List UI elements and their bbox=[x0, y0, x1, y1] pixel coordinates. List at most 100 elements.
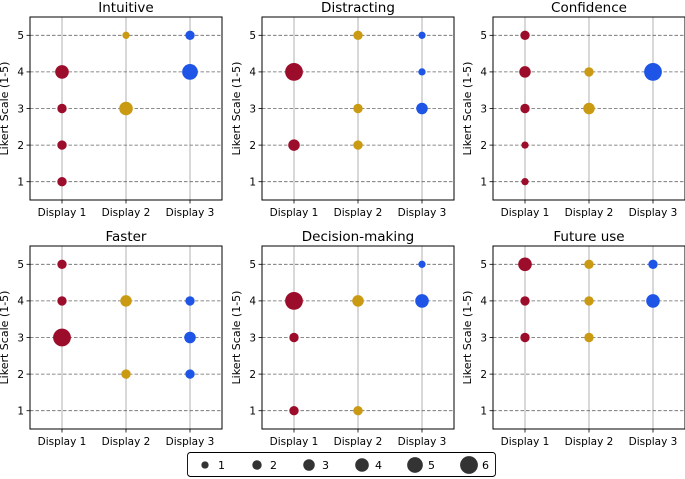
panel-future-use: Display 1 Display 2 Display 3 1 2 3 4 5 Likert S… bbox=[461, 229, 685, 448]
y-axis-label: Likert Scale (1-5) bbox=[461, 62, 474, 156]
x-tick-label: Display 2 bbox=[565, 207, 614, 219]
y-axis-label: Likert Scale (1-5) bbox=[230, 291, 243, 385]
x-tick-label: Display 2 bbox=[565, 436, 614, 448]
y-tick-label: 3 bbox=[249, 103, 256, 115]
y-tick-label: 4 bbox=[480, 67, 487, 79]
data-point bbox=[415, 294, 429, 308]
y-tick-label: 3 bbox=[17, 103, 24, 115]
legend-label: 6 bbox=[482, 459, 489, 472]
x-tick-label: Display 3 bbox=[629, 207, 678, 219]
data-point bbox=[353, 140, 363, 150]
data-point bbox=[353, 30, 363, 40]
y-tick-label: 5 bbox=[480, 30, 487, 42]
y-tick-label: 3 bbox=[17, 332, 24, 344]
x-tick-label: Display 3 bbox=[166, 207, 215, 219]
x-tick-label: Display 1 bbox=[38, 207, 87, 219]
panel-title: Future use bbox=[553, 229, 624, 245]
data-point bbox=[520, 103, 530, 114]
size-legend: 1 2 3 4 5 6 bbox=[187, 452, 496, 477]
x-tick-label: Display 3 bbox=[398, 207, 447, 219]
panel-intuitive: Display 1 Display 2 Display 3 1 2 3 4 5 Likert S… bbox=[0, 0, 223, 219]
y-tick-label: 5 bbox=[249, 30, 256, 42]
y-tick-label: 1 bbox=[480, 406, 487, 418]
data-point bbox=[289, 406, 299, 416]
data-point bbox=[583, 102, 595, 115]
y-tick-label: 4 bbox=[480, 296, 487, 308]
y-tick-label: 1 bbox=[17, 177, 24, 189]
data-point bbox=[418, 31, 426, 39]
y-tick-label: 2 bbox=[17, 140, 24, 152]
x-tick-label: Display 1 bbox=[270, 207, 319, 219]
data-point bbox=[644, 63, 662, 81]
y-tick-label: 2 bbox=[249, 140, 256, 152]
x-tick-label: Display 2 bbox=[334, 436, 383, 448]
x-tick-label: Display 1 bbox=[501, 436, 550, 448]
data-point bbox=[418, 260, 426, 268]
data-point bbox=[185, 30, 195, 40]
y-tick-label: 3 bbox=[480, 103, 487, 115]
y-tick-label: 1 bbox=[17, 406, 24, 418]
y-tick-label: 5 bbox=[249, 259, 256, 271]
legend-label: 5 bbox=[428, 459, 435, 472]
y-axis-label: Likert Scale (1-5) bbox=[0, 291, 11, 385]
y-tick-label: 5 bbox=[17, 259, 24, 271]
data-point bbox=[520, 296, 530, 306]
legend-marker bbox=[303, 459, 315, 471]
y-axis-label: Likert Scale (1-5) bbox=[0, 62, 11, 156]
legend-label: 2 bbox=[270, 459, 277, 472]
legend-marker bbox=[407, 457, 423, 473]
data-point bbox=[121, 369, 131, 379]
y-tick-label: 5 bbox=[480, 259, 487, 271]
legend-marker bbox=[355, 458, 369, 472]
x-tick-label: Display 1 bbox=[38, 436, 87, 448]
y-tick-label: 2 bbox=[480, 140, 487, 152]
x-tick-label: Display 3 bbox=[629, 436, 678, 448]
y-tick-label: 4 bbox=[17, 296, 24, 308]
y-tick-label: 1 bbox=[249, 406, 256, 418]
legend-marker bbox=[252, 460, 262, 470]
legend-marker bbox=[460, 456, 478, 474]
y-axis-label: Likert Scale (1-5) bbox=[461, 291, 474, 385]
panel-title: Confidence bbox=[551, 0, 627, 16]
x-tick-label: Display 2 bbox=[334, 207, 383, 219]
data-point bbox=[646, 294, 660, 308]
data-point bbox=[185, 296, 195, 306]
data-point bbox=[584, 332, 594, 343]
y-tick-label: 2 bbox=[249, 369, 256, 381]
x-tick-label: Display 2 bbox=[102, 207, 151, 219]
data-point bbox=[416, 102, 428, 115]
y-tick-label: 4 bbox=[249, 67, 256, 79]
data-point bbox=[521, 178, 529, 186]
panel-title: Distracting bbox=[321, 0, 395, 16]
data-point bbox=[182, 64, 198, 80]
data-point bbox=[648, 259, 658, 269]
y-tick-label: 3 bbox=[480, 332, 487, 344]
data-point bbox=[285, 292, 303, 310]
x-tick-label: Display 1 bbox=[270, 436, 319, 448]
x-tick-label: Display 3 bbox=[166, 436, 215, 448]
panel-distracting: Display 1 Display 2 Display 3 1 2 3 4 5 Likert S… bbox=[230, 0, 455, 219]
x-tick-label: Display 1 bbox=[501, 207, 550, 219]
y-tick-label: 4 bbox=[17, 67, 24, 79]
panel-confidence: Display 1 Display 2 Display 3 1 2 3 4 5 Likert S… bbox=[461, 0, 685, 219]
legend-label: 1 bbox=[218, 459, 225, 472]
panel-title: Decision-making bbox=[302, 229, 414, 245]
data-point bbox=[418, 68, 426, 76]
panel-decision-making: Display 1 Display 2 Display 3 1 2 3 4 5 Likert S… bbox=[230, 229, 455, 448]
data-point bbox=[353, 103, 363, 114]
data-point bbox=[288, 139, 300, 151]
data-point bbox=[584, 259, 594, 269]
legend-label: 4 bbox=[375, 459, 382, 472]
data-point bbox=[119, 101, 133, 116]
data-point bbox=[353, 406, 363, 416]
data-point bbox=[584, 296, 594, 306]
data-point bbox=[352, 295, 364, 307]
panel-title: Faster bbox=[106, 229, 147, 245]
legend-marker bbox=[201, 461, 209, 469]
y-tick-label: 2 bbox=[480, 369, 487, 381]
data-point bbox=[518, 257, 532, 272]
y-tick-label: 5 bbox=[17, 30, 24, 42]
data-point bbox=[519, 66, 531, 78]
y-tick-label: 1 bbox=[480, 177, 487, 189]
